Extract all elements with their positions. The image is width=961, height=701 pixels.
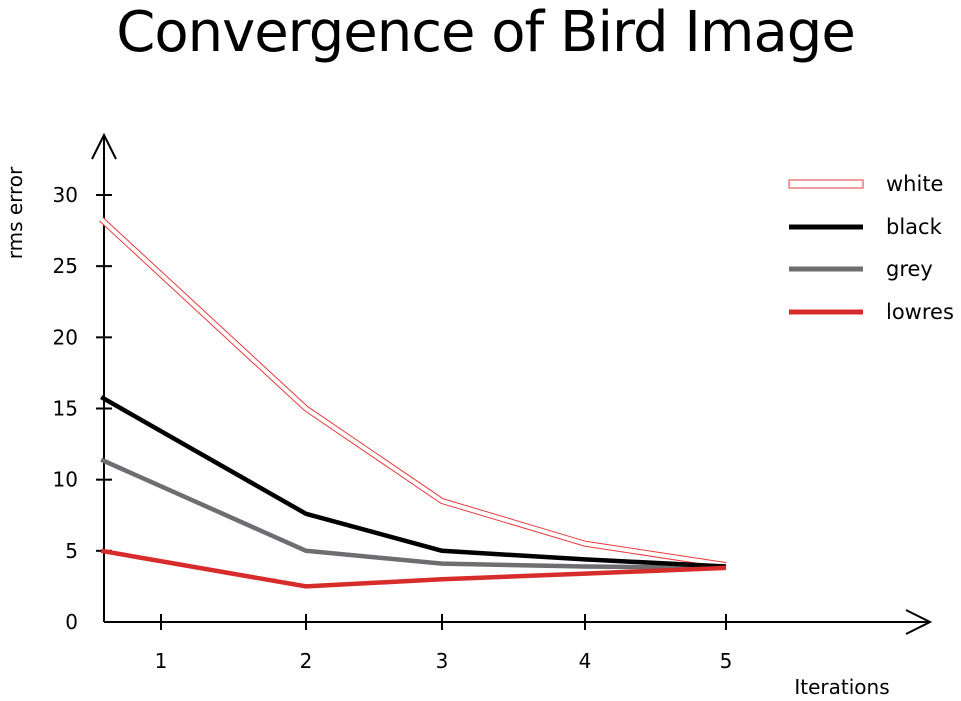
y-axis-label: rms error — [3, 166, 27, 259]
series-line-grey — [100, 457, 727, 571]
legend-label-white: white — [886, 172, 943, 196]
chart-axes: 0 5 10 15 20 25 30 1 2 3 4 5 — [53, 132, 933, 673]
chart-series — [99, 216, 727, 589]
legend-label-black: black — [886, 215, 943, 239]
y-tick-label: 10 — [53, 468, 78, 492]
x-tick-label: 2 — [300, 649, 313, 673]
x-tick-label: 3 — [436, 649, 449, 673]
series-line-black — [100, 395, 727, 569]
legend-label-grey: grey — [886, 257, 933, 281]
series-line-white-core — [99, 217, 727, 568]
y-tick-label: 15 — [53, 397, 78, 421]
x-tick-label: 1 — [155, 649, 168, 673]
y-tick-label: 5 — [65, 539, 78, 563]
chart-legend: white black grey lowres — [788, 172, 954, 324]
series-line-white — [99, 216, 727, 569]
legend-label-lowres: lowres — [886, 300, 954, 324]
y-tick-label: 25 — [53, 254, 78, 278]
x-tick-label: 4 — [579, 649, 592, 673]
chart-title: Convergence of Bird Image — [116, 0, 856, 65]
x-axis-arrow — [905, 609, 933, 635]
y-tick-label: 0 — [65, 610, 78, 634]
x-axis-label: Iterations — [794, 675, 889, 699]
y-axis-arrow — [91, 132, 117, 160]
y-tick-label: 30 — [53, 183, 78, 207]
x-tick-label: 5 — [720, 649, 733, 673]
legend-swatch-white — [788, 179, 864, 189]
y-tick-label: 20 — [53, 325, 78, 349]
